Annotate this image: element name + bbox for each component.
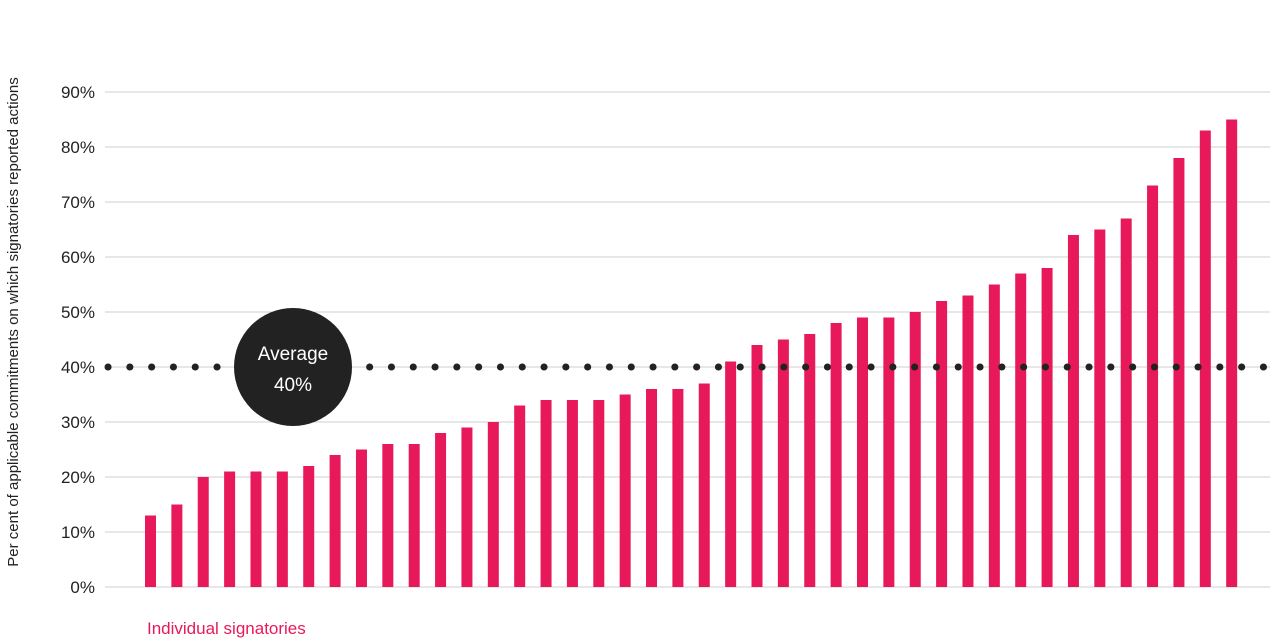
bar <box>461 427 473 587</box>
bar <box>962 295 974 587</box>
bar <box>751 345 763 587</box>
bar <box>1094 229 1106 587</box>
bars <box>145 119 1238 587</box>
bar <box>487 422 499 587</box>
bar <box>355 449 367 587</box>
average-badge: Average 40% <box>234 308 352 426</box>
bar <box>936 301 948 587</box>
y-tick-label: 10% <box>61 523 95 542</box>
y-axis-title: Per cent of applicable commitments on wh… <box>5 77 22 566</box>
bar <box>883 317 895 587</box>
y-tick-label: 70% <box>61 193 95 212</box>
bar <box>593 400 605 587</box>
bar <box>830 323 842 587</box>
bar <box>777 339 789 587</box>
y-tick-label: 30% <box>61 413 95 432</box>
bar <box>1120 218 1132 587</box>
bar <box>276 471 288 587</box>
bar <box>856 317 868 587</box>
bar <box>988 284 1000 587</box>
bar <box>540 400 552 587</box>
y-tick-label: 90% <box>61 83 95 102</box>
bar <box>329 455 341 587</box>
bar <box>303 466 315 587</box>
bar <box>566 400 578 587</box>
average-label: Average <box>258 344 328 365</box>
bar <box>1067 235 1079 587</box>
bar <box>646 389 658 587</box>
y-tick-label: 50% <box>61 303 95 322</box>
bar <box>804 334 816 587</box>
bar <box>514 405 526 587</box>
bar <box>408 444 420 587</box>
y-axis-ticks: 0% 10% 20% 30% 40% 50% 60% 70% 80% 90% <box>61 83 95 597</box>
bar <box>171 504 183 587</box>
y-tick-label: 40% <box>61 358 95 377</box>
bar <box>1147 185 1159 587</box>
bar <box>909 312 921 587</box>
y-tick-label: 80% <box>61 138 95 157</box>
bar <box>224 471 236 587</box>
bar <box>1199 130 1211 587</box>
average-value: 40% <box>274 375 312 396</box>
bar <box>672 389 684 587</box>
bar <box>435 433 447 587</box>
x-axis-title: Individual signatories <box>147 619 306 638</box>
bar <box>1015 273 1027 587</box>
bar <box>1226 119 1238 587</box>
average-circle <box>234 308 352 426</box>
bar <box>1173 158 1185 587</box>
bar <box>698 383 710 587</box>
bar <box>619 394 631 587</box>
y-tick-label: 60% <box>61 248 95 267</box>
bar <box>145 515 156 587</box>
bar <box>197 477 209 587</box>
bar <box>382 444 394 587</box>
bar <box>250 471 262 587</box>
y-tick-label: 0% <box>70 578 95 597</box>
y-tick-label: 20% <box>61 468 95 487</box>
bar <box>1041 268 1053 587</box>
bar <box>725 361 737 587</box>
